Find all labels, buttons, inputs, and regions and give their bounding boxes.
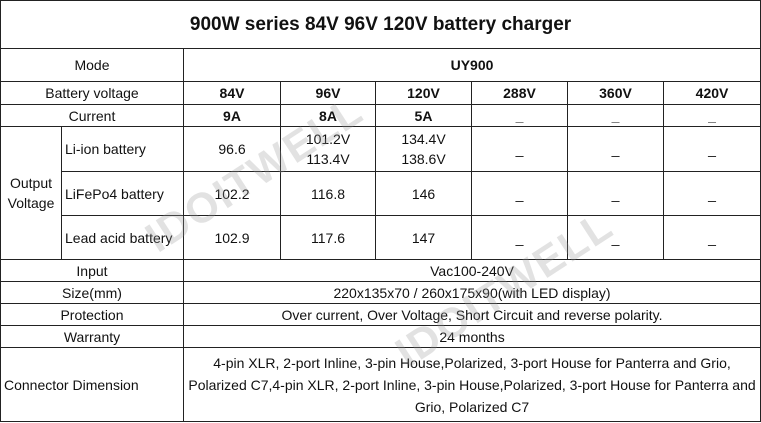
cell: 102.9: [183, 215, 281, 260]
row-label: Mode: [0, 48, 184, 82]
cell: 134.4V 138.6V: [375, 126, 472, 172]
cell: 117.6: [280, 215, 376, 260]
cell-line: 138.6V: [401, 151, 446, 167]
cell: 96.6: [183, 126, 281, 172]
cell-line: _: [611, 185, 620, 202]
cell: 288V: [471, 81, 568, 105]
cell: 5A: [375, 104, 472, 127]
cell-line: 117.6: [311, 229, 345, 246]
cell: Over current, Over Voltage, Short Circui…: [182, 303, 761, 326]
cell: 220x135x70 / 260x175x90(with LED display…: [182, 281, 761, 304]
cell-line: _: [611, 229, 620, 246]
row-label: Li-ion battery: [61, 126, 184, 172]
cell: _: [662, 104, 761, 127]
row-label: Protection: [0, 303, 184, 326]
cell: _: [662, 126, 761, 172]
cell: 4-pin XLR, 2-port Inline, 3-pin House,Po…: [182, 347, 761, 422]
cell-line: _: [515, 229, 524, 246]
cell: _: [662, 215, 761, 260]
cell: _: [567, 104, 664, 127]
cell-line: _: [515, 141, 524, 157]
row-label: Lead acid battery: [61, 215, 184, 260]
cell: _: [567, 126, 664, 172]
cell: _: [662, 171, 761, 216]
row-label: Input: [0, 259, 184, 282]
cell: 146: [375, 171, 472, 216]
row-label: Connector Dimension: [0, 347, 184, 422]
cell: _: [471, 104, 568, 127]
cell-line: _: [515, 185, 524, 202]
cell: 101.2V 113.4V: [280, 126, 376, 172]
cell: 360V: [567, 81, 664, 105]
cell-line: _: [708, 185, 716, 202]
cell: Vac100-240V: [182, 259, 761, 282]
cell: 420V: [662, 81, 761, 105]
cell-line: 147: [411, 229, 436, 246]
cell: 102.2: [183, 171, 281, 216]
cell: 96V: [280, 81, 376, 105]
cell: 8A: [280, 104, 376, 127]
row-label: Size(mm): [0, 281, 184, 304]
cell-line: 101.2V: [305, 131, 351, 147]
cell-line: 102.2: [214, 185, 250, 202]
cell: 24 months: [182, 325, 761, 348]
cell: 84V: [183, 81, 281, 105]
cell-line: 116.8: [311, 185, 345, 202]
cell: _: [471, 215, 568, 260]
row-label: LiFePo4 battery: [61, 171, 184, 216]
cell-line: 113.4V: [306, 151, 350, 167]
cell: _: [471, 126, 568, 172]
title: 900W series 84V 96V 120V battery charger: [0, 0, 761, 49]
cell: 147: [375, 215, 472, 260]
cell-line: _: [708, 141, 716, 157]
cell-line: 146: [411, 185, 436, 202]
row-label: Current: [0, 104, 184, 127]
cell: _: [471, 171, 568, 216]
cell: 116.8: [280, 171, 376, 216]
cell-line: 96.6: [218, 141, 246, 157]
cell: UY900: [182, 48, 761, 82]
cell: _: [567, 215, 664, 260]
cell-line: 102.9: [214, 229, 250, 246]
row-label: Battery voltage: [0, 81, 184, 105]
cell-line: 134.4V: [401, 131, 446, 147]
cell: 9A: [183, 104, 281, 127]
cell: _: [567, 171, 664, 216]
cell-line: _: [708, 229, 716, 246]
row-label: Output Voltage: [0, 126, 62, 260]
cell-line: _: [611, 141, 620, 157]
row-label: Warranty: [0, 325, 184, 348]
cell: 120V: [375, 81, 472, 105]
